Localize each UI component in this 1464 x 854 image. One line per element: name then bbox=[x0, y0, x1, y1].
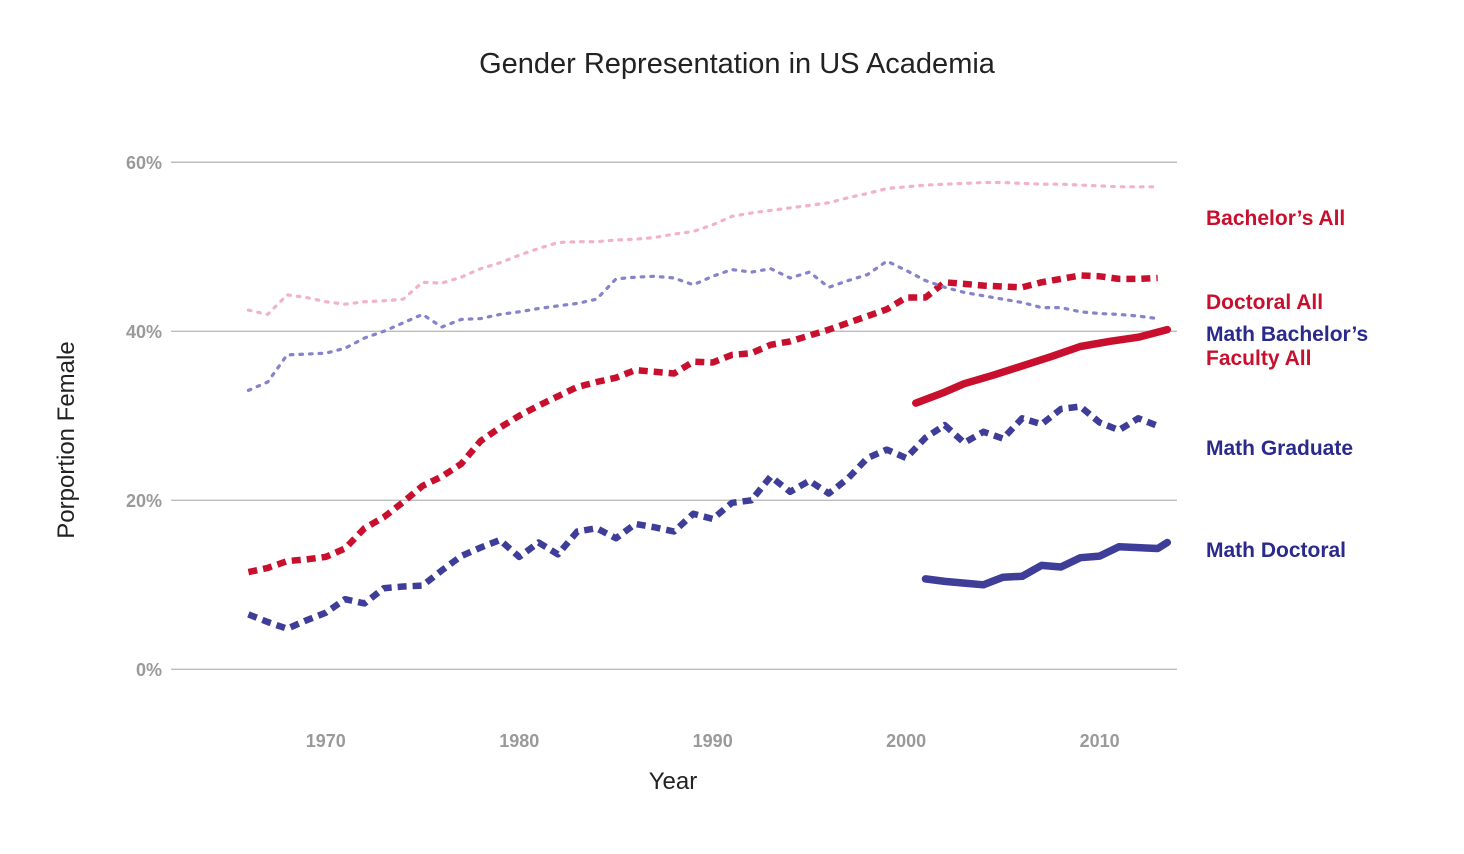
series-lines bbox=[246, 180, 1172, 632]
y-tick-label: 60% bbox=[126, 153, 162, 173]
series-line-math-doctoral bbox=[921, 538, 1172, 589]
series-label-bachelor-s-all: Bachelor’s All bbox=[1206, 207, 1345, 230]
y-tick-label: 20% bbox=[126, 491, 162, 511]
series-line-bachelor-s-all bbox=[246, 180, 1160, 316]
chart-title: Gender Representation in US Academia bbox=[479, 48, 996, 80]
x-tick-label: 1980 bbox=[499, 731, 539, 751]
gridlines bbox=[171, 161, 1177, 670]
x-tick-label: 1970 bbox=[306, 731, 346, 751]
x-axis-ticks: 1970 1980 1990 2000 2010 bbox=[306, 731, 1120, 751]
y-axis-ticks: 0% 20% 40% 60% bbox=[126, 153, 162, 680]
x-tick-label: 1990 bbox=[693, 731, 733, 751]
series-label-faculty-all: Faculty All bbox=[1206, 347, 1311, 370]
series-line-doctoral-all bbox=[247, 272, 1158, 576]
x-tick-label: 2010 bbox=[1080, 731, 1120, 751]
y-tick-label: 40% bbox=[126, 322, 162, 342]
series-label-math-bachelor-s: Math Bachelor’s bbox=[1206, 323, 1368, 346]
series-line-math-graduate bbox=[247, 403, 1159, 632]
x-tick-label: 2000 bbox=[886, 731, 926, 751]
y-tick-label: 0% bbox=[136, 660, 162, 680]
series-label-math-doctoral: Math Doctoral bbox=[1206, 539, 1346, 562]
series-label-doctoral-all: Doctoral All bbox=[1206, 291, 1323, 314]
series-labels: Bachelor’s All Doctoral All Math Bachelor’… bbox=[1206, 207, 1368, 562]
y-axis-label: Porportion Female bbox=[53, 341, 80, 538]
series-label-math-graduate: Math Graduate bbox=[1206, 437, 1353, 460]
series-line-faculty-all bbox=[912, 325, 1172, 407]
x-axis-label: Year bbox=[649, 768, 698, 795]
series-line-math-bachelor-s bbox=[246, 259, 1160, 392]
